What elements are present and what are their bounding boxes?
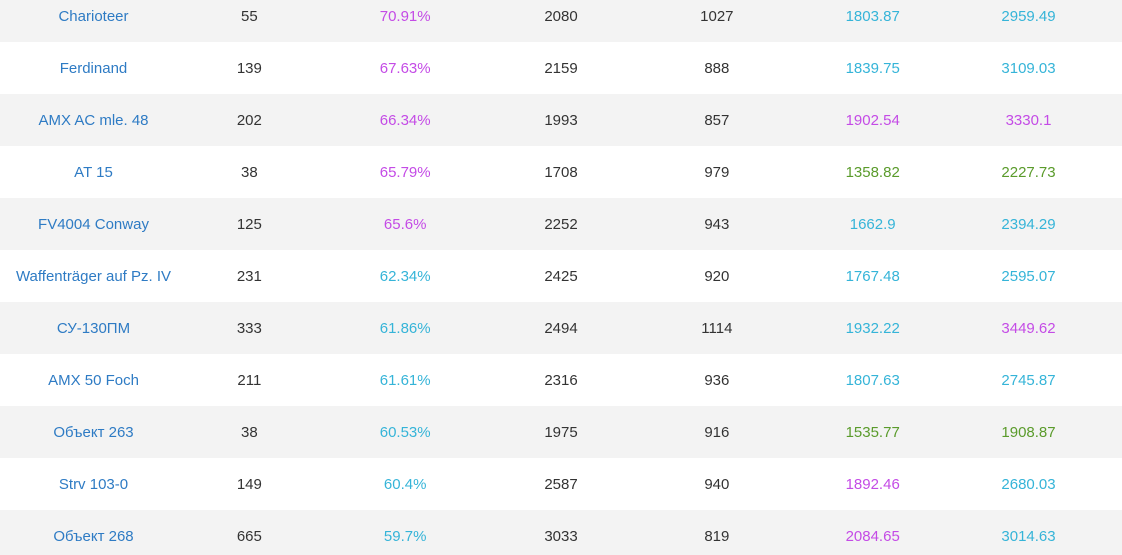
rating-b-cell: 3449.62 xyxy=(1001,319,1056,337)
rating-a-cell: 1358.82 xyxy=(845,163,900,181)
avg-exp-cell: 888 xyxy=(704,59,730,77)
table-row: СУ-130ПМ 333 61.86% 2494 1114 1932.22 34… xyxy=(0,302,1122,354)
avg-exp-cell: 916 xyxy=(704,423,730,441)
winrate-cell: 60.4% xyxy=(383,475,427,493)
avg-exp-cell: 979 xyxy=(704,163,730,181)
avg-exp-cell: 943 xyxy=(704,215,730,233)
battles-cell: 125 xyxy=(236,215,262,233)
rating-a-cell: 1839.75 xyxy=(845,59,900,77)
vehicle-name-link[interactable]: AMX 50 Foch xyxy=(48,371,139,389)
avg-exp-cell: 1027 xyxy=(700,7,734,25)
vehicle-name-link[interactable]: AMX AC mle. 48 xyxy=(38,111,149,129)
table-row: Объект 263 38 60.53% 1975 916 1535.77 19… xyxy=(0,406,1122,458)
vehicle-name-link[interactable]: Объект 263 xyxy=(53,423,134,441)
avg-damage-cell: 1708 xyxy=(544,163,578,181)
rating-b-cell: 3014.63 xyxy=(1001,527,1056,545)
rating-b-cell: 2227.73 xyxy=(1001,163,1056,181)
rating-b-cell: 2595.07 xyxy=(1001,267,1056,285)
table-row: FV4004 Conway 125 65.6% 2252 943 1662.9 … xyxy=(0,198,1122,250)
avg-exp-cell: 819 xyxy=(704,527,730,545)
winrate-cell: 62.34% xyxy=(379,267,431,285)
rating-a-cell: 1902.54 xyxy=(845,111,900,129)
rating-a-cell: 1892.46 xyxy=(845,475,900,493)
battles-cell: 231 xyxy=(236,267,262,285)
battles-cell: 139 xyxy=(236,59,262,77)
battles-cell: 38 xyxy=(240,163,258,181)
table-row: Waffenträger auf Pz. IV 231 62.34% 2425 … xyxy=(0,250,1122,302)
rating-a-cell: 2084.65 xyxy=(845,527,900,545)
table-row: AT 15 38 65.79% 1708 979 1358.82 2227.73 xyxy=(0,146,1122,198)
avg-damage-cell: 2252 xyxy=(544,215,578,233)
battles-cell: 55 xyxy=(240,7,258,25)
avg-exp-cell: 936 xyxy=(704,371,730,389)
avg-damage-cell: 2080 xyxy=(544,7,578,25)
winrate-cell: 61.86% xyxy=(379,319,431,337)
vehicle-name-link[interactable]: Charioteer xyxy=(58,7,129,25)
rating-b-cell: 2680.03 xyxy=(1001,475,1056,493)
avg-damage-cell: 1993 xyxy=(544,111,578,129)
rating-b-cell: 3109.03 xyxy=(1001,59,1056,77)
rating-b-cell: 1908.87 xyxy=(1001,423,1056,441)
winrate-cell: 66.34% xyxy=(379,111,431,129)
avg-exp-cell: 857 xyxy=(704,111,730,129)
rating-a-cell: 1807.63 xyxy=(845,371,900,389)
avg-exp-cell: 940 xyxy=(704,475,730,493)
vehicle-name-link[interactable]: СУ-130ПМ xyxy=(56,319,131,337)
avg-damage-cell: 2316 xyxy=(544,371,578,389)
rating-b-cell: 2394.29 xyxy=(1001,215,1056,233)
rating-a-cell: 1932.22 xyxy=(845,319,900,337)
avg-damage-cell: 2587 xyxy=(544,475,578,493)
winrate-cell: 65.6% xyxy=(383,215,427,233)
winrate-cell: 60.53% xyxy=(379,423,431,441)
table-row: AMX 50 Foch 211 61.61% 2316 936 1807.63 … xyxy=(0,354,1122,406)
avg-exp-cell: 1114 xyxy=(701,319,733,337)
vehicle-name-link[interactable]: Ferdinand xyxy=(59,59,128,77)
rating-b-cell: 2745.87 xyxy=(1001,371,1056,389)
battles-cell: 211 xyxy=(237,371,262,389)
vehicle-name-link[interactable]: Waffenträger auf Pz. IV xyxy=(15,267,172,285)
vehicle-name-link[interactable]: AT 15 xyxy=(74,163,113,181)
avg-exp-cell: 920 xyxy=(704,267,730,285)
winrate-cell: 65.79% xyxy=(379,163,431,181)
table-row: Strv 103-0 149 60.4% 2587 940 1892.46 26… xyxy=(0,458,1122,510)
winrate-cell: 61.61% xyxy=(379,371,431,389)
table-row: Ferdinand 139 67.63% 2159 888 1839.75 31… xyxy=(0,42,1122,94)
battles-cell: 38 xyxy=(240,423,258,441)
rating-a-cell: 1767.48 xyxy=(845,267,900,285)
rating-a-cell: 1662.9 xyxy=(849,215,896,233)
winrate-cell: 59.7% xyxy=(383,527,427,545)
rating-a-cell: 1535.77 xyxy=(845,423,900,441)
table-row: AMX AC mle. 48 202 66.34% 1993 857 1902.… xyxy=(0,94,1122,146)
table-row: Объект 268 665 59.7% 3033 819 2084.65 30… xyxy=(0,510,1122,555)
winrate-cell: 67.63% xyxy=(379,59,431,77)
winrate-cell: 70.91% xyxy=(379,7,431,25)
avg-damage-cell: 2494 xyxy=(544,319,578,337)
avg-damage-cell: 1975 xyxy=(544,423,578,441)
battles-cell: 665 xyxy=(236,527,262,545)
rating-a-cell: 1803.87 xyxy=(845,7,900,25)
rating-b-cell: 2959.49 xyxy=(1001,7,1056,25)
battles-cell: 149 xyxy=(236,475,262,493)
avg-damage-cell: 2425 xyxy=(544,267,578,285)
rating-b-cell: 3330.1 xyxy=(1005,111,1052,129)
battles-cell: 333 xyxy=(236,319,262,337)
avg-damage-cell: 3033 xyxy=(544,527,578,545)
battles-cell: 202 xyxy=(236,111,262,129)
table-row: Charioteer 55 70.91% 2080 1027 1803.87 2… xyxy=(0,0,1122,42)
vehicle-name-link[interactable]: Объект 268 xyxy=(53,527,134,545)
avg-damage-cell: 2159 xyxy=(544,59,578,77)
vehicle-name-link[interactable]: FV4004 Conway xyxy=(38,215,149,233)
vehicle-name-link[interactable]: Strv 103-0 xyxy=(58,475,129,493)
